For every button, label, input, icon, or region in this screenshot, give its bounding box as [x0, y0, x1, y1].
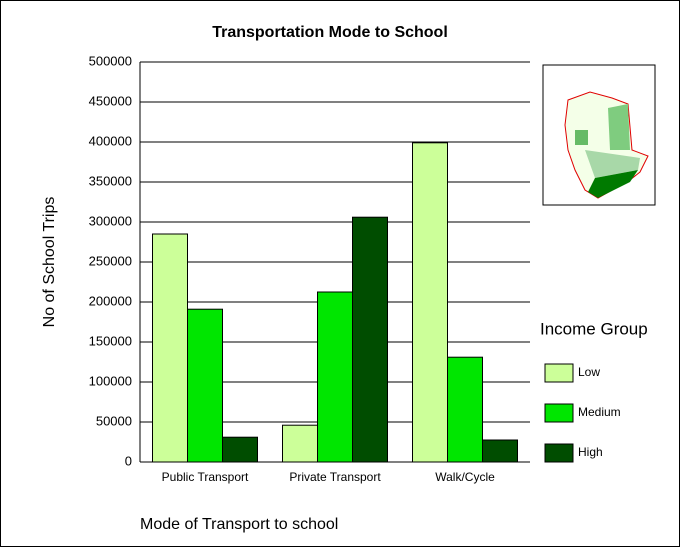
bar	[152, 233, 188, 463]
y-tick-label: 0	[125, 453, 132, 468]
y-tick-label: 100000	[89, 373, 132, 388]
x-tick-label: Public Transport	[162, 470, 249, 484]
legend-swatch	[544, 403, 574, 423]
bar	[187, 308, 223, 463]
y-axis-label: No of School Trips	[41, 197, 58, 328]
legend-label: Medium	[578, 405, 621, 419]
bar	[222, 436, 258, 463]
chart-title: Transportation Mode to School	[212, 24, 448, 41]
bar	[352, 216, 388, 463]
y-tick-label: 300000	[89, 213, 132, 228]
bar	[482, 439, 518, 463]
x-tick-label: Private Transport	[289, 470, 381, 484]
bar	[282, 424, 318, 463]
y-tick-label: 400000	[89, 133, 132, 148]
x-axis-label: Mode of Transport to school	[140, 516, 338, 533]
legend-swatch	[544, 363, 574, 383]
y-tick-label: 250000	[89, 253, 132, 268]
y-tick-label: 500000	[89, 53, 132, 68]
y-tick-label: 150000	[89, 333, 132, 348]
x-tick-label: Walk/Cycle	[435, 470, 495, 484]
legend-title: Income Group	[540, 319, 648, 338]
bar	[412, 142, 448, 463]
bar	[317, 291, 353, 463]
map-inset	[542, 64, 656, 206]
legend-swatch	[544, 443, 574, 463]
legend-label: High	[578, 445, 603, 459]
y-tick-label: 350000	[89, 173, 132, 188]
legend-label: Low	[578, 365, 600, 379]
y-tick-label: 200000	[89, 293, 132, 308]
bar	[447, 356, 483, 463]
y-tick-label: 50000	[96, 413, 132, 428]
y-tick-label: 450000	[89, 93, 132, 108]
